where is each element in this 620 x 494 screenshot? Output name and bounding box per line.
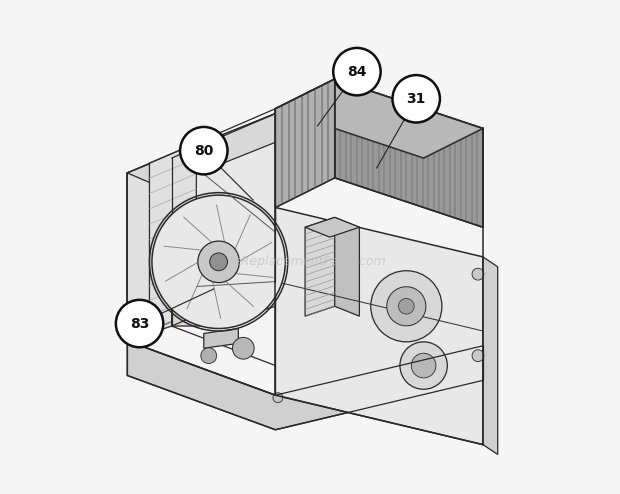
Polygon shape [275,207,483,445]
Text: 80: 80 [194,144,213,158]
Circle shape [333,48,381,95]
Circle shape [472,350,484,362]
Circle shape [210,253,228,271]
Polygon shape [335,217,360,316]
Circle shape [392,75,440,123]
Circle shape [232,337,254,359]
Polygon shape [305,217,335,316]
Circle shape [400,342,448,389]
Circle shape [201,348,216,364]
Circle shape [399,298,414,314]
Circle shape [472,268,484,280]
Polygon shape [275,79,335,207]
Polygon shape [127,114,275,341]
Polygon shape [483,257,498,454]
Polygon shape [127,158,172,341]
Polygon shape [127,114,310,188]
Circle shape [152,195,285,329]
Text: 31: 31 [407,92,426,106]
Polygon shape [172,114,275,326]
Text: 84: 84 [347,65,366,79]
Circle shape [180,127,228,174]
Text: 83: 83 [130,317,149,330]
Polygon shape [305,217,360,237]
Circle shape [371,271,442,342]
Polygon shape [335,79,483,227]
Circle shape [116,300,163,347]
Text: eReplacementParts.com: eReplacementParts.com [234,255,386,268]
Polygon shape [204,329,238,348]
Circle shape [387,287,426,326]
Circle shape [198,241,239,283]
Polygon shape [275,79,483,158]
Polygon shape [149,143,197,331]
Polygon shape [127,341,483,430]
Circle shape [273,393,283,403]
Polygon shape [275,79,335,207]
Polygon shape [172,267,275,326]
Circle shape [411,353,436,378]
